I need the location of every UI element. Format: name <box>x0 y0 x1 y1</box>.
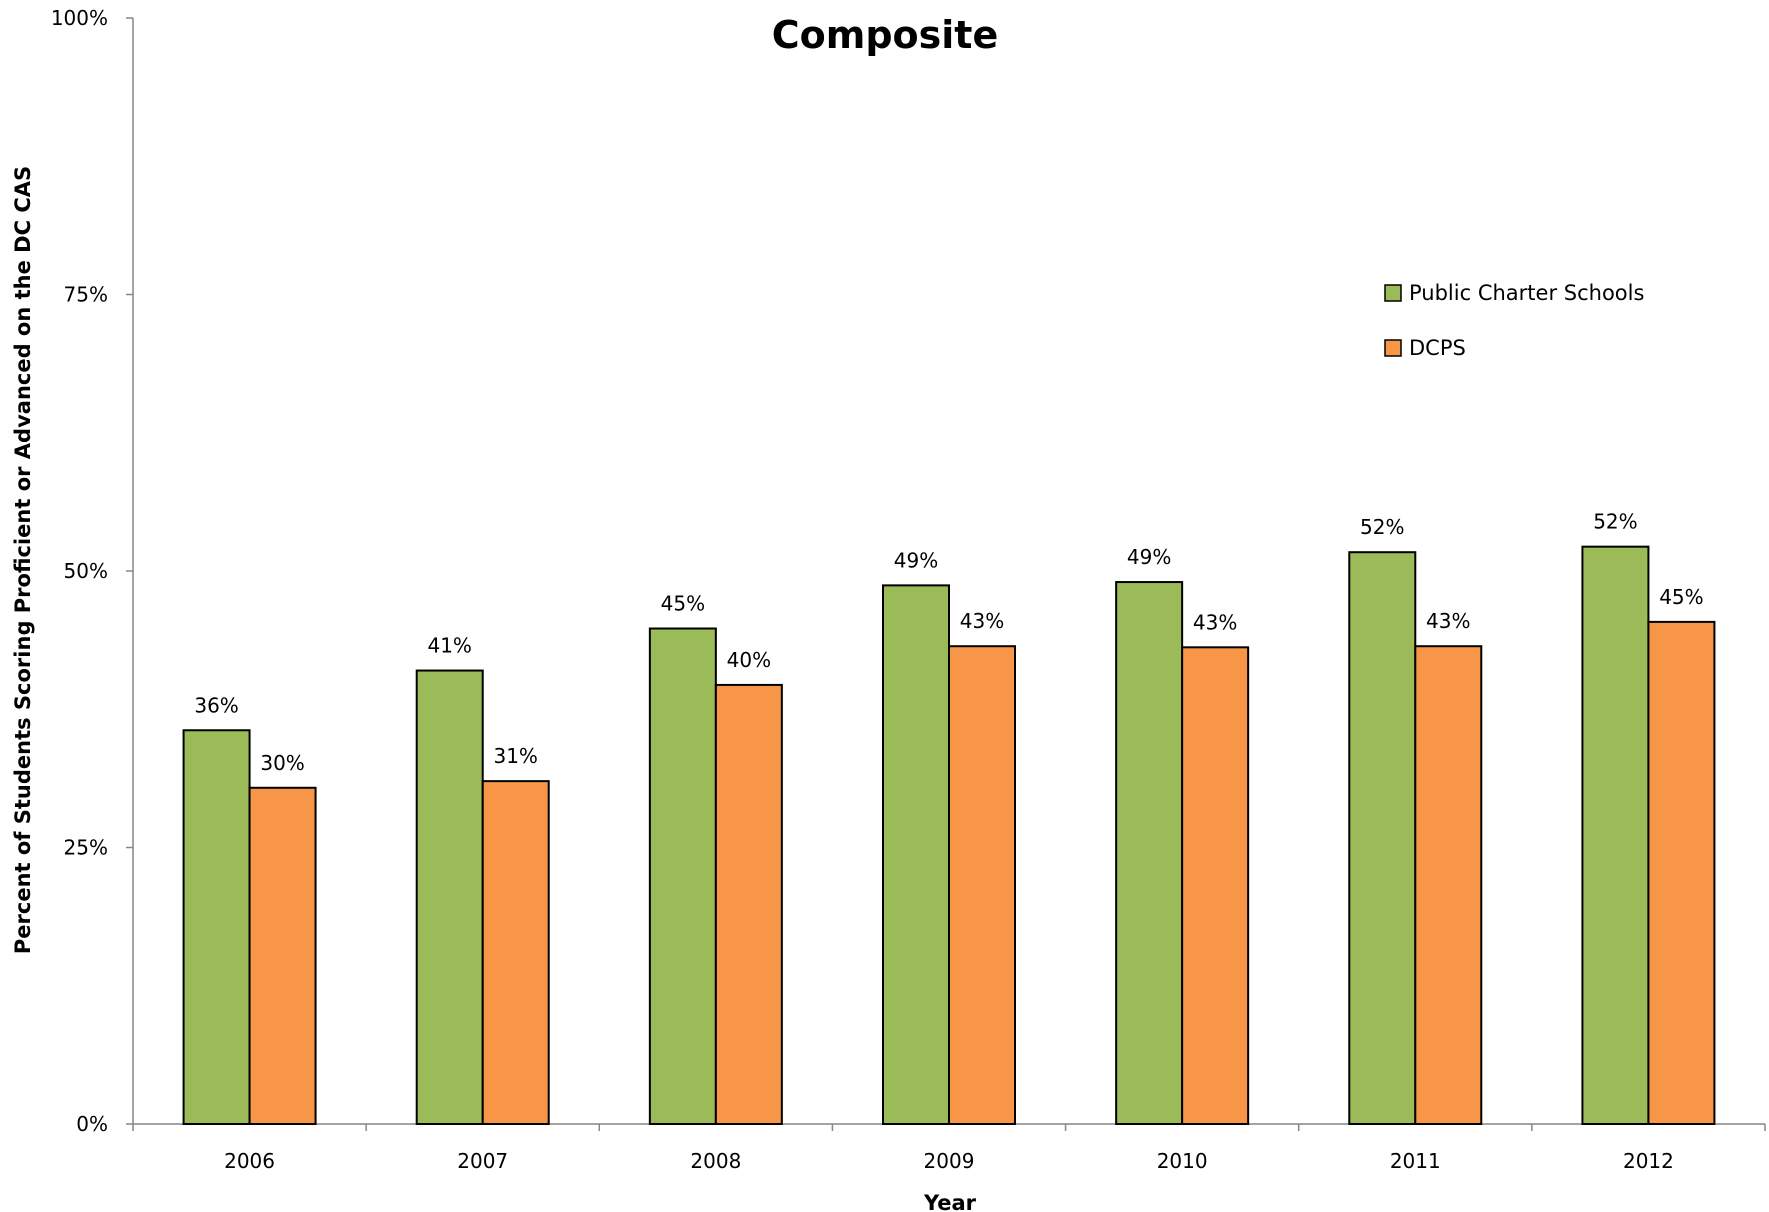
bar-public-charter <box>648 627 717 1126</box>
legend-label: DCPS <box>1409 336 1466 360</box>
x-tick-label: 2010 <box>1157 1149 1208 1173</box>
bar-public-charter <box>1581 545 1650 1125</box>
data-label: 30% <box>260 751 304 775</box>
bar-public-charter <box>182 729 251 1125</box>
bar-public-charter <box>1115 581 1184 1125</box>
y-tick-label: 100% <box>51 6 108 30</box>
bar-dcps <box>948 645 1016 1125</box>
bars <box>182 545 1716 1126</box>
data-labels: 36% 30% 41% 31% 45% 40% 49% 43% 49% 43% 52% 43% 52% 4… <box>194 510 1703 775</box>
y-tick-label: 0% <box>76 1112 108 1136</box>
data-label: 41% <box>427 634 471 658</box>
data-label: 40% <box>727 648 771 672</box>
bar-public-charter <box>415 669 484 1125</box>
bar-dcps <box>1181 646 1250 1126</box>
x-tick-label: 2008 <box>690 1149 741 1173</box>
data-label: 52% <box>1593 510 1637 534</box>
data-label: 49% <box>894 548 938 572</box>
chart-title: Composite <box>772 13 998 57</box>
bar-dcps <box>248 786 317 1125</box>
bar-dcps <box>481 780 550 1125</box>
data-label: 43% <box>1426 609 1470 633</box>
x-tick-label: 2007 <box>457 1149 508 1173</box>
x-tick-label: 2012 <box>1623 1149 1674 1173</box>
data-label: 45% <box>1659 585 1703 609</box>
legend-swatch <box>1384 339 1402 357</box>
legend: Public Charter Schools DCPS <box>1384 281 1644 360</box>
data-label: 43% <box>1193 610 1237 634</box>
axes: 0% 25% 50% 75% 100% 2006 2007 2008 2009 2010 2011 2… <box>51 6 1766 1173</box>
bar-public-charter <box>882 584 950 1125</box>
x-axis-title: Year <box>923 1191 977 1212</box>
y-axis-title: Percent of Students Scoring Proficient o… <box>11 166 35 954</box>
x-tick-label: 2006 <box>224 1149 275 1173</box>
data-label: 52% <box>1360 515 1404 539</box>
y-tick-label: 50% <box>64 559 108 583</box>
x-tick-label: 2011 <box>1390 1149 1441 1173</box>
legend-label: Public Charter Schools <box>1409 281 1644 305</box>
data-label: 43% <box>960 609 1004 633</box>
data-label: 31% <box>493 744 537 768</box>
bar-dcps <box>1647 620 1716 1125</box>
legend-swatch <box>1384 284 1402 302</box>
data-label: 45% <box>661 592 705 616</box>
x-tick-label: 2009 <box>924 1149 975 1173</box>
bar-dcps <box>1414 645 1483 1125</box>
y-tick-label: 75% <box>64 283 108 307</box>
data-label: 36% <box>194 693 238 717</box>
bar-public-charter <box>1348 551 1417 1125</box>
data-label: 49% <box>1127 545 1171 569</box>
y-tick-label: 25% <box>64 836 108 860</box>
bar-dcps <box>714 683 783 1126</box>
